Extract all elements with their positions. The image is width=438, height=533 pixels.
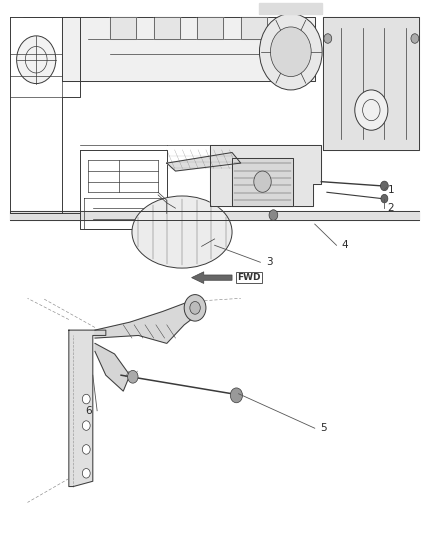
Polygon shape — [110, 17, 136, 38]
Circle shape — [259, 13, 322, 90]
Circle shape — [127, 370, 138, 383]
Polygon shape — [69, 330, 106, 487]
Polygon shape — [210, 144, 321, 206]
Circle shape — [381, 195, 388, 203]
Text: 2: 2 — [388, 203, 394, 213]
Text: 5: 5 — [320, 423, 327, 433]
Circle shape — [270, 27, 311, 77]
Circle shape — [254, 171, 271, 192]
Circle shape — [184, 295, 206, 321]
Circle shape — [269, 210, 278, 220]
Text: 6: 6 — [85, 406, 92, 416]
Circle shape — [82, 445, 90, 454]
Circle shape — [230, 388, 243, 403]
Text: 3: 3 — [266, 257, 272, 267]
Polygon shape — [259, 3, 322, 13]
Circle shape — [190, 302, 200, 314]
Ellipse shape — [132, 196, 232, 268]
Polygon shape — [95, 343, 130, 391]
FancyArrow shape — [191, 272, 232, 284]
Polygon shape — [232, 158, 293, 206]
Polygon shape — [154, 17, 180, 38]
Circle shape — [381, 181, 389, 191]
Circle shape — [82, 421, 90, 430]
Polygon shape — [323, 17, 419, 150]
Circle shape — [82, 394, 90, 404]
Polygon shape — [167, 152, 241, 171]
Text: 1: 1 — [388, 184, 394, 195]
Polygon shape — [10, 211, 419, 220]
Polygon shape — [62, 17, 315, 81]
Polygon shape — [197, 17, 223, 38]
Text: 4: 4 — [342, 240, 349, 251]
Circle shape — [411, 34, 419, 43]
Circle shape — [82, 469, 90, 478]
Text: FWD: FWD — [237, 273, 261, 282]
Circle shape — [17, 36, 56, 84]
Circle shape — [355, 90, 388, 130]
Polygon shape — [241, 17, 267, 38]
Polygon shape — [95, 301, 201, 343]
Circle shape — [324, 34, 332, 43]
